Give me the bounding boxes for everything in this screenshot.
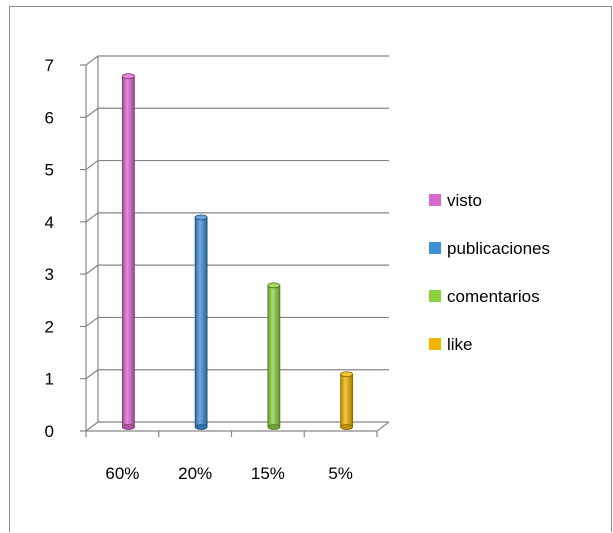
y-axis-tick-labels: 0 1 2 3 4 5 6 7 (45, 56, 54, 441)
gridline-connector (85, 212, 99, 223)
legend-swatch-publicaciones (429, 242, 441, 254)
x-tick-label: 15% (251, 464, 285, 483)
x-axis-tick-labels: 60% 20% 15% 5% (105, 464, 353, 483)
legend-label-publicaciones: publicaciones (447, 239, 550, 258)
gridline-connector (85, 316, 99, 327)
bar-top (121, 73, 135, 80)
y-tick-label: 7 (45, 56, 54, 75)
bar-publicaciones (194, 214, 208, 430)
bar-comentarios (267, 282, 281, 430)
bar-top (267, 282, 281, 289)
legend-swatch-comentarios (429, 290, 441, 302)
legend-swatch-visto (429, 194, 441, 206)
y-tick-label: 0 (45, 422, 54, 441)
legend: visto publicaciones comentarios like (429, 191, 550, 354)
y-tick-label: 2 (45, 317, 54, 336)
bar-top (340, 371, 354, 378)
floor-right-edge (376, 421, 390, 432)
gridline-connector (85, 107, 99, 118)
x-tick-label: 5% (328, 464, 353, 483)
axes (80, 56, 390, 437)
bar-body (340, 373, 354, 428)
bar-body (267, 284, 281, 428)
y-tick-label: 4 (45, 213, 54, 232)
x-tick-label: 60% (105, 464, 139, 483)
bar-base (194, 424, 208, 430)
bar-like (340, 371, 354, 430)
chart-frame (9, 6, 612, 532)
legend-label-visto: visto (447, 191, 482, 210)
legend-label-like: like (447, 335, 473, 354)
x-tick-label: 20% (178, 464, 212, 483)
bar-body (121, 75, 135, 428)
bar-base (267, 424, 281, 430)
y-tick-label: 6 (45, 108, 54, 127)
y-tick-label: 1 (45, 370, 54, 389)
legend-swatch-like (429, 338, 441, 350)
y-tick-label: 5 (45, 161, 54, 180)
bars (121, 73, 354, 430)
bar-base (121, 424, 135, 430)
bar-base (340, 424, 354, 430)
gridline-connector (85, 160, 99, 171)
bar-top (194, 214, 208, 221)
y-tick-label: 3 (45, 265, 54, 284)
legend-label-comentarios: comentarios (447, 287, 540, 306)
gridline-connector (85, 264, 99, 275)
gridline-connector (85, 55, 99, 66)
grid-lines (85, 55, 389, 432)
bar-visto (121, 73, 135, 430)
gridline-connector (85, 369, 99, 380)
bar-body (194, 216, 208, 428)
gridline-connector (85, 421, 99, 432)
